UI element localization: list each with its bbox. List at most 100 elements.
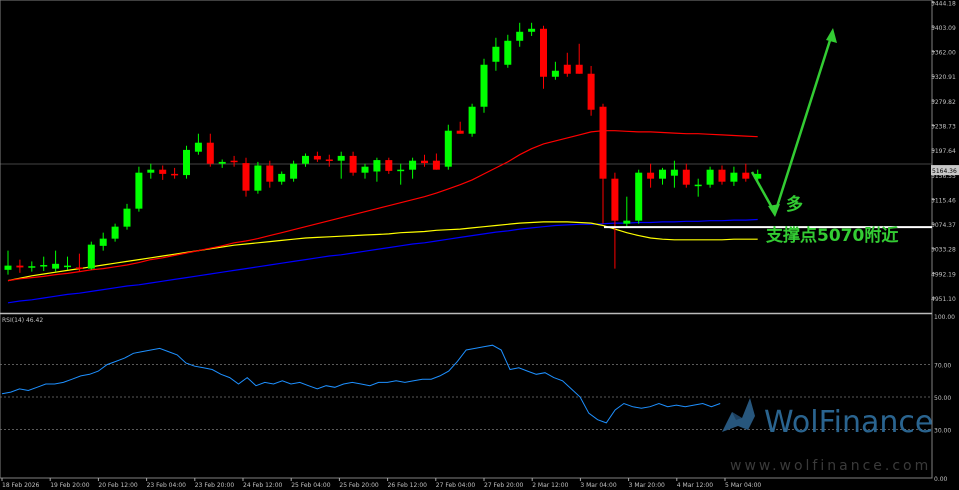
price-tick-label: 5074.37 bbox=[931, 222, 956, 229]
candle bbox=[575, 43, 583, 74]
time-tick-label: 25 Feb 04:00 bbox=[291, 482, 331, 489]
candle-body bbox=[718, 169, 726, 182]
annotations: 多 支撑点5070附近 bbox=[604, 28, 932, 246]
candle-body bbox=[123, 208, 131, 227]
time-tick-label: 24 Feb 12:00 bbox=[243, 482, 283, 489]
candle-body bbox=[290, 163, 298, 179]
candle-body bbox=[397, 169, 405, 172]
candle bbox=[409, 157, 417, 179]
candle-body bbox=[611, 178, 619, 221]
candle-body bbox=[694, 184, 702, 187]
candle bbox=[171, 167, 179, 179]
ma-red-line bbox=[7, 130, 758, 282]
candle bbox=[254, 161, 262, 194]
candle bbox=[635, 169, 643, 224]
arrow-down-path bbox=[750, 33, 834, 217]
candle-body bbox=[444, 130, 452, 167]
candle bbox=[730, 166, 738, 186]
candle bbox=[421, 154, 428, 167]
watermark: WolFinance www.wolfinance.com bbox=[722, 398, 933, 474]
arrow-head-down bbox=[768, 204, 780, 217]
candle bbox=[444, 124, 452, 170]
candle bbox=[218, 159, 226, 168]
candle-body bbox=[230, 160, 238, 163]
candle bbox=[551, 61, 559, 80]
time-tick-label: 5 Mar 04:00 bbox=[725, 482, 761, 489]
arrow-head-up bbox=[826, 28, 837, 43]
price-tick-label: 5156.55 bbox=[931, 173, 956, 180]
candle-body bbox=[754, 173, 762, 179]
candle bbox=[147, 163, 155, 179]
candle bbox=[361, 163, 369, 179]
candle bbox=[694, 178, 702, 197]
time-tick-label: 27 Feb 20:00 bbox=[484, 482, 524, 489]
candle-body bbox=[99, 238, 107, 246]
candle-body bbox=[742, 172, 750, 179]
candle-body bbox=[171, 173, 179, 176]
support-label: 支撑点5070附近 bbox=[766, 225, 898, 246]
candle-body bbox=[159, 169, 167, 174]
ma-blue-line bbox=[7, 218, 758, 304]
candle-body bbox=[456, 130, 464, 134]
candle-body bbox=[599, 106, 607, 179]
candle-body bbox=[218, 161, 226, 164]
candle bbox=[16, 259, 24, 273]
candle bbox=[706, 166, 714, 188]
candle bbox=[647, 163, 655, 188]
candle-body bbox=[421, 160, 428, 164]
candle bbox=[611, 172, 619, 269]
price-tick-label: 5403.09 bbox=[931, 25, 956, 32]
candle-body bbox=[325, 159, 333, 161]
candle-body bbox=[516, 31, 524, 41]
rsi-pane: RSI(14) 46.42 100.00 70.00 50.00 30.00 0.00 bbox=[0, 314, 955, 483]
candle bbox=[135, 166, 143, 212]
candle bbox=[111, 223, 119, 242]
candle-body bbox=[540, 28, 547, 77]
candle-body bbox=[337, 155, 345, 161]
candle-body bbox=[682, 169, 690, 185]
candle-body bbox=[706, 169, 714, 185]
rsi-label: RSI(14) 46.42 bbox=[2, 317, 43, 324]
candle-body bbox=[75, 267, 83, 269]
watermark-brand: WolFinance bbox=[764, 405, 933, 440]
time-tick-label: 3 Mar 20:00 bbox=[629, 482, 665, 489]
candle-body bbox=[730, 172, 738, 182]
candle-body bbox=[468, 106, 476, 134]
candle bbox=[242, 157, 250, 197]
candle bbox=[313, 151, 321, 162]
price-tick-label: 5238.73 bbox=[931, 123, 956, 130]
candle bbox=[516, 22, 524, 47]
price-tick-label: 5444.18 bbox=[931, 0, 956, 7]
price-tick-label: 5115.46 bbox=[931, 197, 956, 204]
candle-body bbox=[313, 155, 321, 160]
candle bbox=[670, 160, 678, 188]
price-tick-label: 4992.19 bbox=[931, 271, 956, 278]
candle bbox=[278, 171, 286, 185]
price-axis: 5444.18 5403.09 5362.00 5320.91 5279.82 5238.… bbox=[931, 0, 959, 303]
time-tick-label: 18 Feb 2026 bbox=[2, 482, 40, 489]
time-tick-label: 4 Mar 12:00 bbox=[677, 482, 713, 489]
candle bbox=[492, 37, 500, 71]
candle bbox=[230, 155, 238, 167]
candle bbox=[563, 52, 571, 77]
candle bbox=[659, 167, 666, 185]
wolf-logo-icon bbox=[722, 398, 755, 432]
candle bbox=[325, 154, 333, 167]
candle bbox=[599, 103, 607, 224]
candle bbox=[28, 261, 36, 272]
candle-body bbox=[361, 166, 369, 173]
candle bbox=[373, 157, 381, 182]
candle bbox=[742, 163, 750, 182]
rsi-tick-label: 0.00 bbox=[934, 476, 948, 483]
candle-body bbox=[302, 155, 309, 164]
candle-body bbox=[147, 169, 155, 173]
time-axis: 18 Feb 2026 19 Feb 20:00 20 Feb 12:00 23 Fe… bbox=[1, 478, 761, 489]
candle-body bbox=[194, 142, 202, 152]
candle-body bbox=[587, 73, 595, 110]
candle bbox=[99, 232, 107, 251]
candle bbox=[682, 163, 690, 188]
candle-body bbox=[52, 263, 60, 269]
candle bbox=[52, 250, 60, 272]
candle bbox=[87, 241, 95, 270]
candle-body bbox=[135, 172, 143, 209]
